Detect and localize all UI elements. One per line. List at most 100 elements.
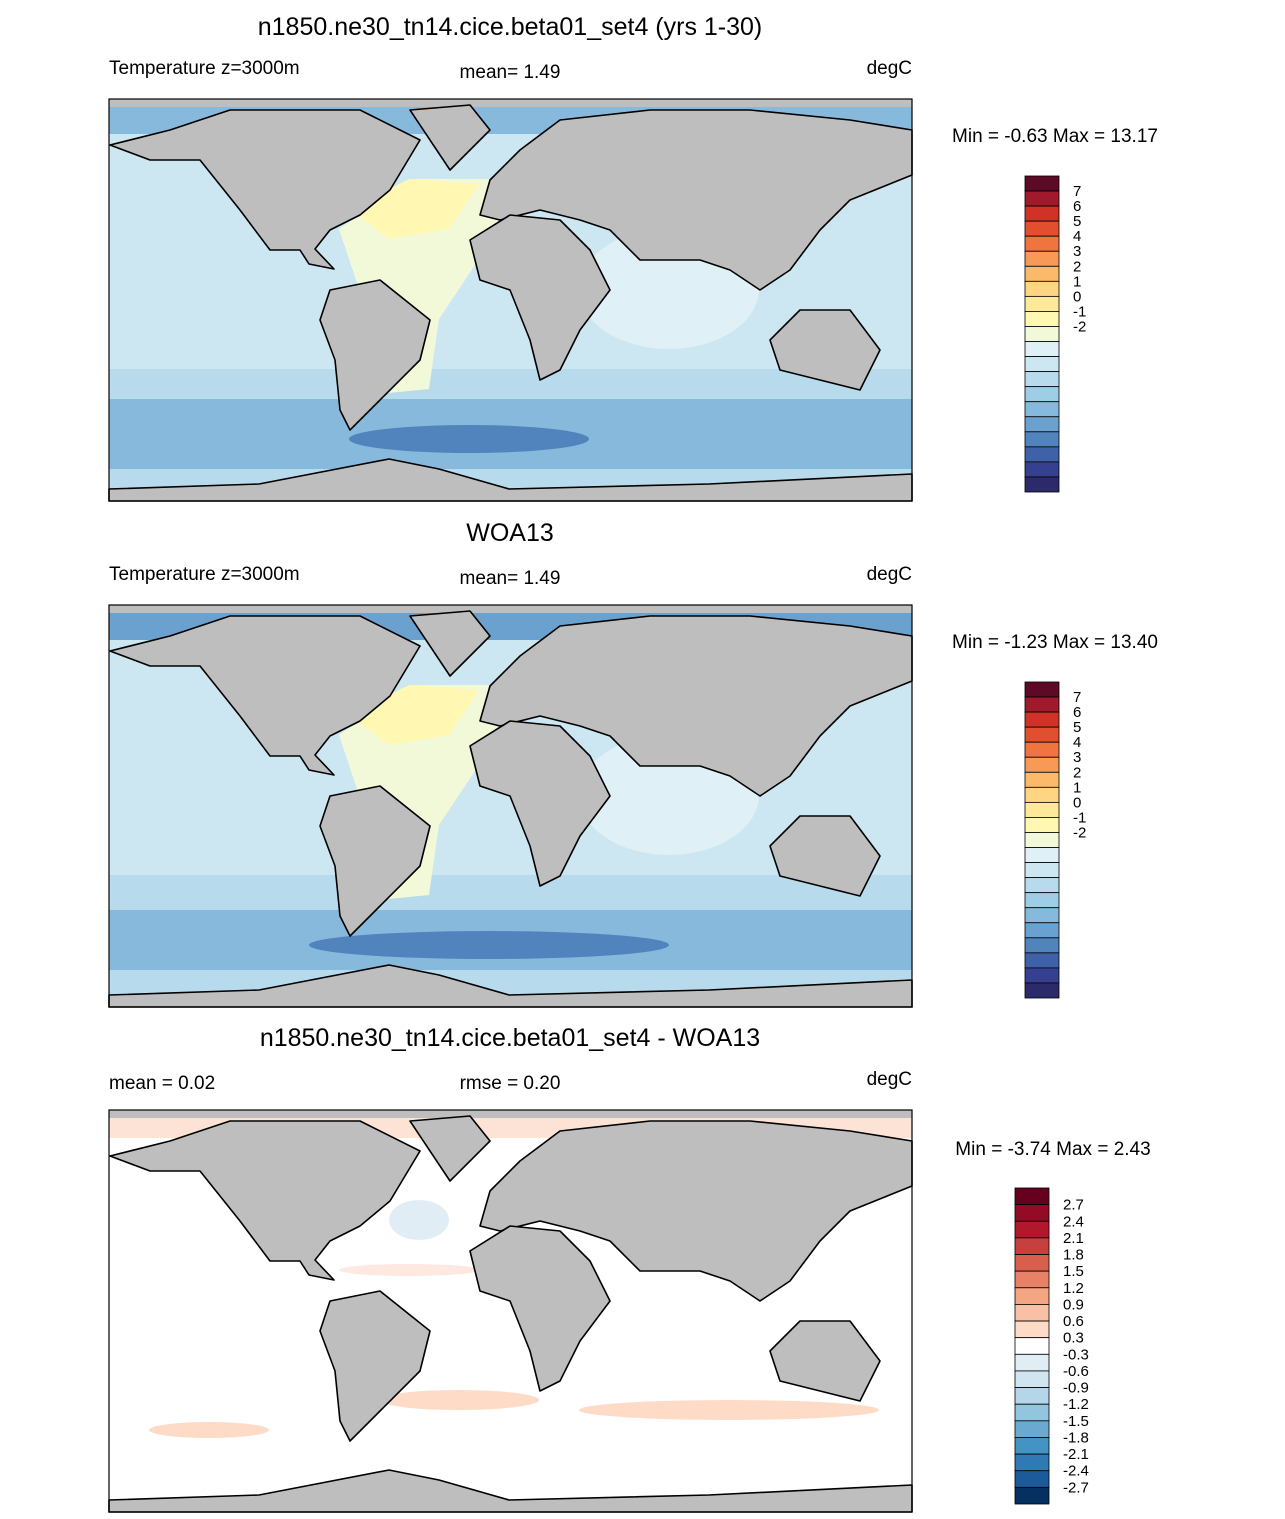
colorbar-label: 2.1 [1063, 1230, 1084, 1247]
colorbar-label: -2 [1073, 824, 1086, 841]
colorbar-box [1024, 801, 1060, 818]
colorbar-box [1024, 446, 1060, 463]
colorbar-label: 1.5 [1063, 1263, 1084, 1280]
colorbar-label: -0.6 [1063, 1363, 1089, 1380]
colorbar-box [1024, 817, 1060, 833]
panel-title: n1850.ne30_tn14.cice.beta01_set4 (yrs 1-… [258, 13, 763, 41]
center-label: rmse = 0.20 [460, 1073, 561, 1094]
colorbar-box [1014, 1353, 1050, 1372]
colorbar-label: 2.4 [1063, 1213, 1084, 1230]
right-label: degC [867, 564, 912, 585]
colorbar-box [1024, 892, 1060, 909]
colorbar-label: 0.9 [1063, 1296, 1084, 1313]
right-label: degC [867, 58, 912, 79]
min-max: Min = -1.23 Max = 13.40 [952, 632, 1158, 653]
colorbar-label: 0.6 [1063, 1313, 1084, 1330]
colorbar-label: 0 [1073, 288, 1081, 305]
colorbar-label: 2.7 [1063, 1197, 1084, 1214]
colorbar-label: -1 [1073, 303, 1086, 320]
colorbar-box [1014, 1337, 1050, 1355]
colorbar-box [1024, 386, 1060, 403]
colorbar-label: 2 [1073, 258, 1081, 275]
right-label: degC [867, 1069, 912, 1090]
colorbar-label: 1.8 [1063, 1247, 1084, 1264]
colorbar-label: -2.7 [1063, 1479, 1089, 1496]
colorbar-box [1014, 1437, 1050, 1455]
colorbar-box [1024, 741, 1060, 758]
colorbar-box [1024, 250, 1060, 267]
colorbar-label: 1.2 [1063, 1280, 1084, 1297]
colorbar-label: 0 [1073, 794, 1081, 811]
panel-title: n1850.ne30_tn14.cice.beta01_set4 - WOA13 [260, 1024, 760, 1052]
colorbar-box [1024, 175, 1060, 192]
colorbar-label: 3 [1073, 749, 1081, 766]
colorbar-box [1014, 1187, 1050, 1206]
colorbar-box [1014, 1403, 1050, 1422]
colorbar-box [1014, 1270, 1050, 1289]
colorbar-box [1024, 190, 1060, 207]
colorbar-label: -2.1 [1063, 1446, 1089, 1463]
colorbar-label: -2 [1073, 318, 1086, 335]
colorbar-label: 1 [1073, 273, 1081, 290]
colorbar-box [1024, 832, 1060, 848]
colorbar-label: 2 [1073, 764, 1081, 781]
colorbar-box [1024, 280, 1060, 297]
colorbar-label: 0.3 [1063, 1330, 1084, 1347]
colorbar-label: -1.2 [1063, 1396, 1089, 1413]
colorbar-box [1014, 1420, 1050, 1438]
panel-title: WOA13 [466, 519, 554, 547]
colorbar-box [1024, 220, 1060, 237]
panel: WOA13 Temperature z=3000m mean= 1.49 deg… [108, 519, 1158, 1008]
colorbar-label: -1.5 [1063, 1413, 1089, 1430]
colorbar-box [1024, 907, 1060, 924]
colorbar-label: 1 [1073, 779, 1081, 796]
colorbar-box [1014, 1320, 1050, 1339]
colorbar-label: 5 [1073, 213, 1081, 230]
colorbar-box [1024, 922, 1060, 939]
center-label: mean= 1.49 [460, 568, 561, 589]
colorbar-label: 4 [1073, 734, 1081, 751]
center-label: mean= 1.49 [460, 62, 561, 83]
colorbar-label: 7 [1073, 689, 1081, 706]
colorbar-label: 5 [1073, 719, 1081, 736]
colorbar-label: -2.4 [1063, 1463, 1089, 1480]
left-label: Temperature z=3000m [109, 58, 300, 79]
colorbar-box [1014, 1370, 1050, 1388]
colorbar-box [1024, 937, 1060, 954]
colorbar-label: -0.9 [1063, 1380, 1089, 1397]
colorbar-box [1014, 1237, 1050, 1255]
colorbar-label: -0.3 [1063, 1346, 1089, 1363]
colorbar: 2.72.42.11.81.51.20.90.60.3-0.3-0.6-0.9-… [1014, 1187, 1089, 1505]
colorbar-label: -1.8 [1063, 1429, 1089, 1446]
colorbar-box [1024, 696, 1060, 713]
colorbar-label: 6 [1073, 704, 1081, 721]
colorbar-box [1024, 205, 1060, 222]
colorbar-box [1014, 1387, 1050, 1405]
min-max: Min = -0.63 Max = 13.17 [952, 126, 1158, 147]
colorbar-box [1014, 1220, 1050, 1239]
colorbar-box [1024, 711, 1060, 728]
colorbar-box [1024, 295, 1060, 312]
panel: n1850.ne30_tn14.cice.beta01_set4 - WOA13… [108, 1024, 1151, 1513]
colorbar-box [1024, 847, 1060, 863]
colorbar-box [1024, 681, 1060, 698]
left-label: mean = 0.02 [109, 1073, 215, 1094]
panel: n1850.ne30_tn14.cice.beta01_set4 (yrs 1-… [108, 13, 1158, 502]
colorbar-box [1024, 356, 1060, 373]
colorbar-box [1014, 1254, 1050, 1272]
colorbar-box [1024, 341, 1060, 357]
colorbar-label: 6 [1073, 198, 1081, 215]
colorbar-box [1024, 476, 1060, 493]
colorbar-box [1024, 982, 1060, 999]
colorbar-box [1024, 877, 1060, 894]
colorbar-label: 4 [1073, 228, 1081, 245]
colorbar-box [1024, 265, 1060, 282]
colorbar-box [1024, 461, 1060, 478]
colorbar-box [1024, 967, 1060, 984]
colorbar-box [1014, 1204, 1050, 1222]
colorbar-box [1024, 756, 1060, 773]
colorbar-box [1024, 771, 1060, 788]
